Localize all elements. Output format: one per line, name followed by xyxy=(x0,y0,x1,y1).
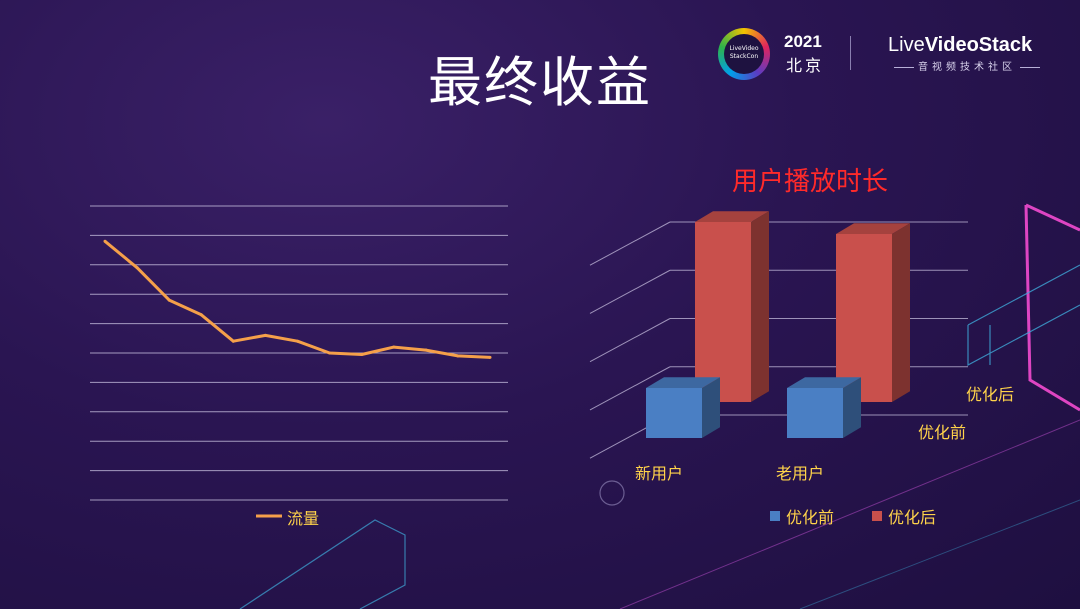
badge-text: LiveVideo StackCon xyxy=(724,34,764,74)
line-data-point xyxy=(424,348,428,352)
line-data-point xyxy=(328,351,332,355)
bar-chart-title: 用户播放时长 xyxy=(732,167,888,197)
decor-cyan-bar-bottom xyxy=(239,519,406,609)
decor-ring xyxy=(599,480,625,506)
line-data-point xyxy=(456,354,460,358)
decor-shapes xyxy=(239,203,1080,609)
line-chart-points xyxy=(103,239,492,359)
depth-label-after: 优化后 xyxy=(966,385,1014,404)
line-data-point xyxy=(488,355,492,359)
line-data-point xyxy=(231,339,235,343)
bar-row-after xyxy=(695,211,910,402)
bar-before-1 xyxy=(787,377,861,438)
line-data-point xyxy=(263,333,267,337)
brand-prefix: Live xyxy=(888,34,925,56)
category-label: 新用户 xyxy=(635,464,683,483)
bar-legend: 优化前 优化后 xyxy=(770,508,936,527)
traffic-line-chart: 流量 xyxy=(90,205,508,528)
brand-tagline: 音视频技术社区 xyxy=(890,58,1044,73)
decor-pink-frame xyxy=(1024,203,1080,412)
legend-swatch-after xyxy=(872,511,882,521)
line-data-point xyxy=(167,298,171,302)
bar-after-1 xyxy=(836,223,910,402)
bar-grid-depth-line xyxy=(589,221,671,266)
decor-pink-streak xyxy=(619,419,1080,609)
line-data-point xyxy=(103,239,107,243)
slide-title: 最终收益 xyxy=(428,51,652,114)
line-data-point xyxy=(199,313,203,317)
line-data-point xyxy=(392,345,396,349)
decor-cyan-bar-right xyxy=(967,264,1080,367)
decor-cyan-streak xyxy=(799,499,1080,609)
legend-label-before: 优化前 xyxy=(786,508,834,527)
legend-swatch-before xyxy=(770,511,780,521)
legend-label-after: 优化后 xyxy=(888,508,936,527)
livevideostackcon-badge-icon: LiveVideo StackCon xyxy=(718,28,770,80)
brand-name: LiveVideoStack xyxy=(888,34,1032,57)
logo-year: 2021 xyxy=(784,32,822,51)
bar-before-0 xyxy=(646,377,720,438)
brand-main: VideoStack xyxy=(924,34,1033,56)
logo-divider xyxy=(850,36,851,70)
logo-city: 北京 xyxy=(786,56,825,75)
bar-grid-depth-line xyxy=(589,366,671,411)
line-data-point xyxy=(296,339,299,343)
depth-label-before: 优化前 xyxy=(918,423,966,442)
line-data-point xyxy=(135,266,139,270)
bar-after-0 xyxy=(695,211,769,402)
line-data-point xyxy=(360,352,364,356)
bar-grid-depth-line xyxy=(589,318,671,363)
legend-label-traffic: 流量 xyxy=(287,509,319,528)
category-label: 老用户 xyxy=(776,464,824,483)
conference-logo: LiveVideo StackCon 2021 北京 LiveVideoStac… xyxy=(718,26,1058,86)
bar-row-before xyxy=(646,377,861,438)
bar-grid-depth-line xyxy=(589,269,671,314)
